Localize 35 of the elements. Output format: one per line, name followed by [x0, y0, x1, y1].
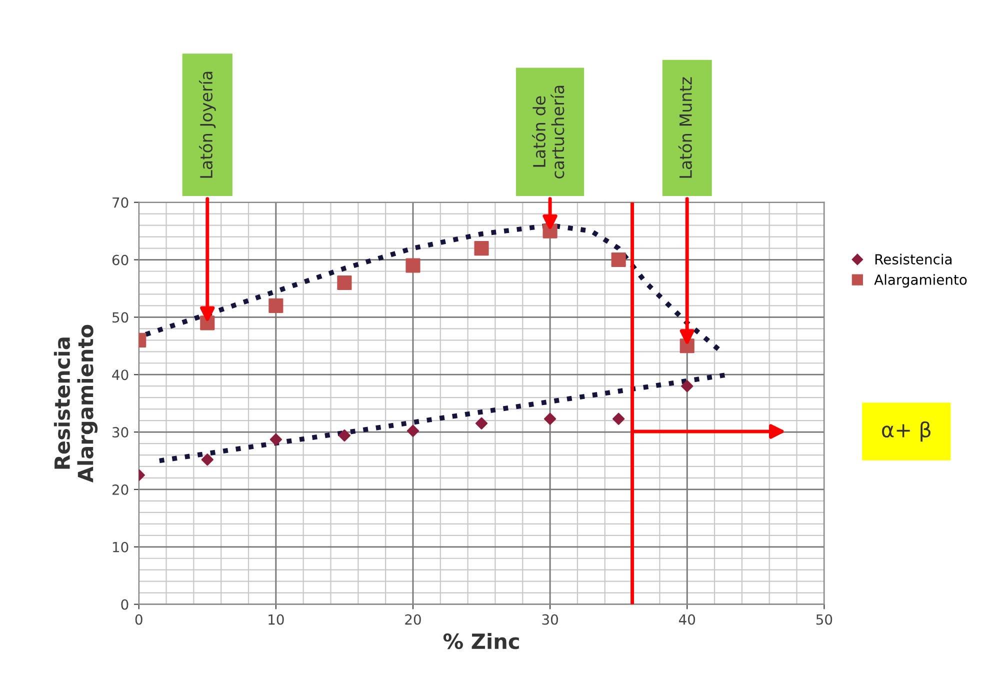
point [474, 240, 489, 256]
y-tick-label: 60 [112, 254, 128, 266]
y-axis-title: Resistencia Alargamiento [54, 324, 98, 483]
x-axis-title: % Zinc [443, 633, 519, 650]
point [611, 252, 626, 268]
y-tick-label: 0 [121, 599, 128, 610]
point [612, 412, 625, 425]
y-tick-label: 50 [112, 312, 128, 323]
x-tick-label: 20 [405, 614, 421, 625]
y-tick-label: 10 [112, 542, 128, 552]
x-tick-label: 30 [542, 614, 558, 625]
point [544, 412, 556, 425]
y-tick-label: 40 [112, 370, 128, 380]
x-tick-label: 0 [135, 614, 142, 625]
text: α+ β [882, 421, 930, 442]
legend-label: Alargamiento [874, 274, 967, 288]
y-tick-label: 20 [112, 484, 128, 495]
annotation: Latón de cartuchería [532, 86, 564, 178]
point [406, 424, 420, 437]
x-tick-label: 50 [816, 614, 832, 625]
point [270, 433, 282, 446]
point [681, 380, 694, 392]
annotation: Latón Joyería [198, 72, 216, 178]
point [201, 454, 214, 466]
y-tick-label: 30 [112, 427, 128, 438]
point [268, 298, 284, 313]
point [475, 417, 488, 430]
point [337, 275, 352, 290]
y-tick-label: 70 [112, 197, 128, 208]
annotation: Latón Muntz [678, 77, 692, 178]
point [338, 429, 351, 442]
x-tick-label: 10 [268, 614, 284, 625]
x-tick-label: 40 [678, 614, 696, 625]
legend-label: Resistencia [875, 254, 952, 265]
point [406, 258, 420, 273]
